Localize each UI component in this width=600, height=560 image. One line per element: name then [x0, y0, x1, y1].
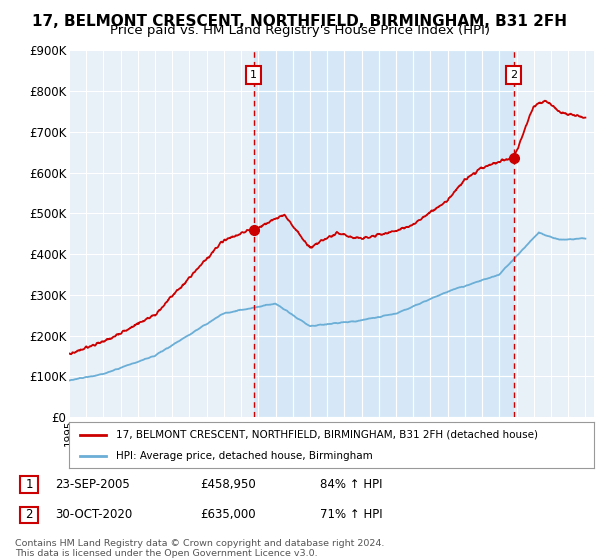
Text: 1: 1 — [250, 70, 257, 80]
Text: HPI: Average price, detached house, Birmingham: HPI: Average price, detached house, Birm… — [116, 451, 373, 461]
Text: 1: 1 — [25, 478, 33, 491]
Text: 30-OCT-2020: 30-OCT-2020 — [55, 508, 132, 521]
Text: £458,950: £458,950 — [200, 478, 256, 491]
Text: 17, BELMONT CRESCENT, NORTHFIELD, BIRMINGHAM, B31 2FH: 17, BELMONT CRESCENT, NORTHFIELD, BIRMIN… — [32, 14, 568, 29]
Text: £635,000: £635,000 — [200, 508, 256, 521]
Text: 71% ↑ HPI: 71% ↑ HPI — [320, 508, 383, 521]
Text: 17, BELMONT CRESCENT, NORTHFIELD, BIRMINGHAM, B31 2FH (detached house): 17, BELMONT CRESCENT, NORTHFIELD, BIRMIN… — [116, 430, 538, 440]
Text: Price paid vs. HM Land Registry's House Price Index (HPI): Price paid vs. HM Land Registry's House … — [110, 24, 490, 37]
Text: Contains HM Land Registry data © Crown copyright and database right 2024.
This d: Contains HM Land Registry data © Crown c… — [15, 539, 385, 558]
FancyBboxPatch shape — [20, 477, 38, 493]
Text: 2: 2 — [25, 508, 33, 521]
Bar — [254, 50, 514, 417]
Text: 84% ↑ HPI: 84% ↑ HPI — [320, 478, 383, 491]
Text: 23-SEP-2005: 23-SEP-2005 — [55, 478, 130, 491]
FancyBboxPatch shape — [20, 507, 38, 522]
Text: 2: 2 — [510, 70, 517, 80]
